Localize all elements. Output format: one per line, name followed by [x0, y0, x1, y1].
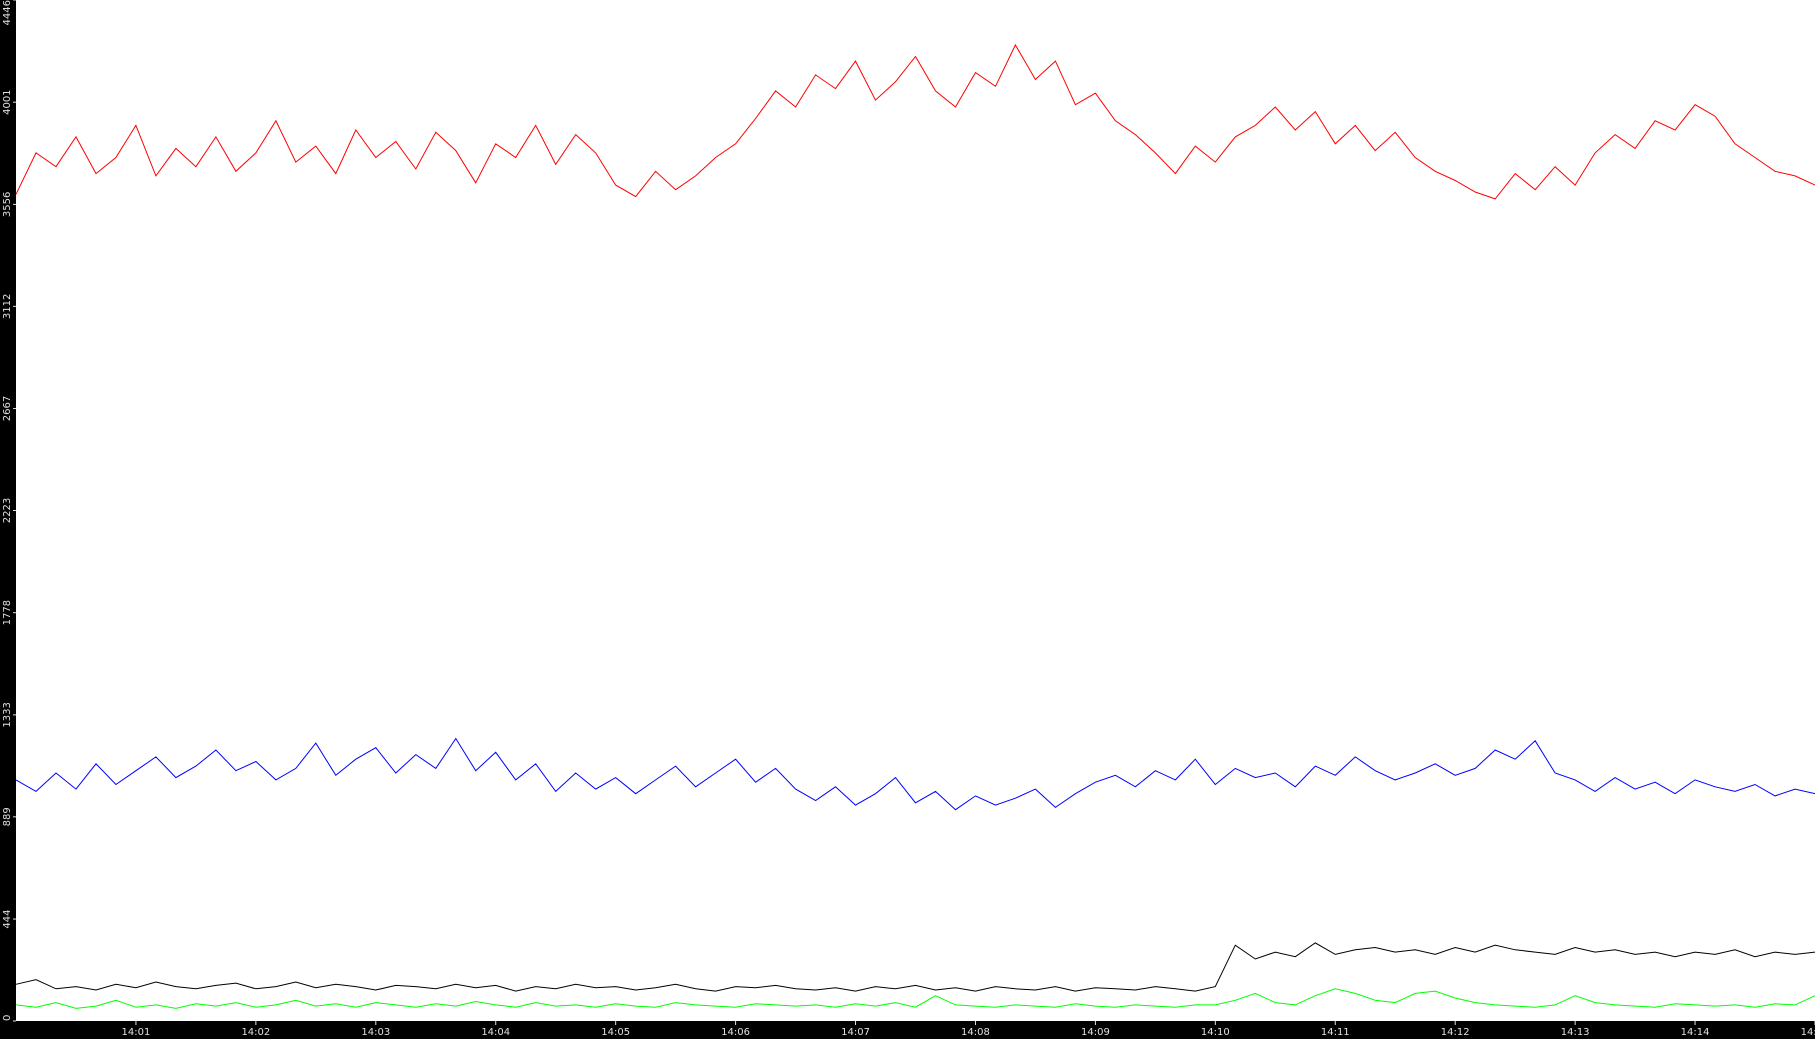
x-tick-label: 14:03 [361, 1027, 390, 1038]
x-tick-label: 14:14 [1681, 1027, 1710, 1038]
x-tick-label: 14:02 [241, 1027, 270, 1038]
x-tick-label: 14:10 [1201, 1027, 1230, 1038]
x-tick-label: 14:12 [1441, 1027, 1470, 1038]
x-tick-label: 14:01 [122, 1027, 151, 1038]
x-tick-label: 14:13 [1561, 1027, 1590, 1038]
x-tick-label: 14:08 [961, 1027, 990, 1038]
x-tick-label: 14:04 [481, 1027, 510, 1038]
y-tick-label: 889 [2, 807, 13, 826]
x-tick-label: 14:09 [1081, 1027, 1110, 1038]
y-tick-label: 444 [2, 909, 13, 928]
y-tick-label: 0 [2, 1015, 13, 1021]
y-tick-label: 3112 [2, 294, 13, 319]
series-line [15, 942, 1815, 992]
y-tick-label: 1778 [2, 600, 13, 625]
y-tick-label: 2223 [2, 498, 13, 523]
x-tick-label: 14:05 [601, 1027, 630, 1038]
y-axis-strip [0, 0, 16, 1039]
x-axis-strip [0, 1021, 1815, 1039]
x-tick-label: 14:11 [1321, 1027, 1350, 1038]
series-line [15, 43, 1815, 200]
x-tick-label: 14:15 [1801, 1027, 1815, 1038]
series-line [15, 737, 1815, 811]
y-tick-label: 2667 [2, 396, 13, 421]
y-tick-label: 1333 [2, 702, 13, 727]
series-line [15, 988, 1815, 1009]
y-tick-label: 4446 [2, 0, 13, 25]
x-tick-label: 14:06 [721, 1027, 750, 1038]
x-tick-label: 14:07 [841, 1027, 870, 1038]
y-tick-label: 4001 [2, 89, 13, 114]
y-tick-label: 3556 [2, 192, 13, 217]
